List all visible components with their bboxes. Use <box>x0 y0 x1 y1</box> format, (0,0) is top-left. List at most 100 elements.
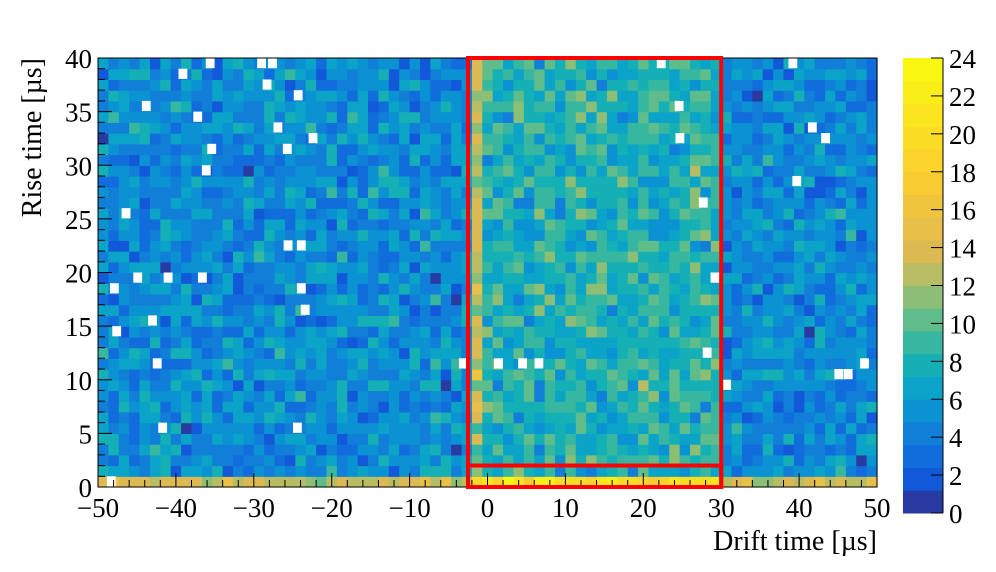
heatmap-bin <box>565 197 577 209</box>
heatmap-bin <box>139 283 151 295</box>
heatmap-bin <box>513 272 525 284</box>
heatmap-bin <box>606 186 618 199</box>
heatmap-bin <box>243 347 255 359</box>
heatmap-bin <box>866 186 878 199</box>
heatmap-bin <box>399 454 411 467</box>
heatmap-bin <box>368 261 380 274</box>
heatmap-bin <box>700 379 712 392</box>
heatmap-bin <box>295 433 307 445</box>
heatmap-bin <box>741 261 753 274</box>
heatmap-bin <box>347 326 359 338</box>
heatmap-bin <box>835 379 847 392</box>
heatmap-bin <box>523 143 535 156</box>
heatmap-bin <box>482 454 494 467</box>
heatmap-bin <box>378 218 390 231</box>
heatmap-bin <box>700 79 712 91</box>
heatmap-bin <box>814 165 826 177</box>
heatmap-bin <box>856 369 868 381</box>
heatmap-bin <box>170 272 182 284</box>
heatmap-bin <box>284 293 296 306</box>
heatmap-bin <box>804 422 816 434</box>
heatmap-bin <box>856 293 868 306</box>
heatmap-bin <box>409 272 421 284</box>
heatmap-bin <box>627 369 639 381</box>
heatmap-bin <box>181 304 193 316</box>
heatmap-bin <box>503 122 515 134</box>
heatmap-bin <box>523 197 535 209</box>
heatmap-bin <box>773 293 785 306</box>
heatmap-bin <box>253 315 265 327</box>
heatmap-bin <box>534 175 546 188</box>
heatmap-bin <box>648 90 660 102</box>
y-tick-label: 20 <box>65 259 92 289</box>
heatmap-bin <box>222 79 234 91</box>
heatmap-bin <box>586 229 598 241</box>
heatmap-bin <box>866 315 878 327</box>
heatmap-bin <box>814 143 826 156</box>
heatmap-bin <box>305 293 317 306</box>
heatmap-bin <box>721 175 733 188</box>
heatmap-bin <box>835 218 847 231</box>
heatmap-bin <box>98 197 109 209</box>
heatmap-bin <box>284 444 296 456</box>
empty-bin <box>698 197 708 208</box>
heatmap-bin <box>638 111 650 123</box>
heatmap-bin <box>773 208 785 220</box>
heatmap-bin <box>118 454 130 467</box>
heatmap-bin <box>783 154 795 166</box>
heatmap-bin <box>575 165 587 177</box>
heatmap-bin <box>451 208 463 220</box>
heatmap-bin <box>409 358 421 370</box>
heatmap-bin <box>555 229 566 241</box>
heatmap-bin <box>523 133 535 145</box>
heatmap-bin <box>638 454 650 467</box>
heatmap-bin <box>181 369 193 381</box>
heatmap-bin <box>357 186 369 199</box>
heatmap-bin <box>845 304 857 316</box>
heatmap-bin <box>482 347 494 359</box>
heatmap-bin <box>731 261 743 274</box>
heatmap-bin <box>648 229 660 241</box>
heatmap-bin <box>534 465 546 477</box>
heatmap-bin <box>825 143 837 156</box>
colorbar-band <box>903 399 943 423</box>
heatmap-bin <box>440 154 452 166</box>
heatmap-bin <box>305 90 317 102</box>
heatmap-bin <box>399 347 411 359</box>
heatmap-bin <box>471 401 483 413</box>
heatmap-bin <box>98 465 109 477</box>
heatmap-bin <box>523 175 535 188</box>
heatmap-bin <box>129 251 141 263</box>
heatmap-bin <box>368 433 380 445</box>
heatmap-bin <box>243 433 255 445</box>
heatmap-bin <box>866 154 878 166</box>
heatmap-bin <box>326 379 338 392</box>
heatmap-bin <box>388 304 400 316</box>
heatmap-bin <box>679 390 691 402</box>
heatmap-bin <box>721 369 733 381</box>
heatmap-bin <box>430 347 442 359</box>
heatmap-bin <box>555 433 566 445</box>
heatmap-bin <box>336 143 348 156</box>
heatmap-bin <box>409 401 421 413</box>
heatmap-bin <box>399 336 411 349</box>
heatmap-bin <box>233 175 245 188</box>
heatmap-bin <box>492 165 504 177</box>
heatmap-bin <box>149 208 161 220</box>
heatmap-bin <box>814 186 826 199</box>
heatmap-bin <box>617 154 629 166</box>
heatmap-bin <box>243 122 255 134</box>
heatmap-bin <box>430 154 442 166</box>
heatmap-bin <box>222 218 234 231</box>
heatmap-bin <box>627 58 639 70</box>
heatmap-bin <box>669 143 681 156</box>
heatmap-bin <box>440 251 452 263</box>
heatmap-bin <box>492 379 504 392</box>
heatmap-bin <box>762 261 774 274</box>
heatmap-bin <box>378 347 390 359</box>
heatmap-bin <box>471 208 483 220</box>
heatmap-bin <box>212 90 224 102</box>
heatmap-bin <box>513 197 525 209</box>
heatmap-bin <box>368 390 380 402</box>
heatmap-bin <box>856 175 868 188</box>
